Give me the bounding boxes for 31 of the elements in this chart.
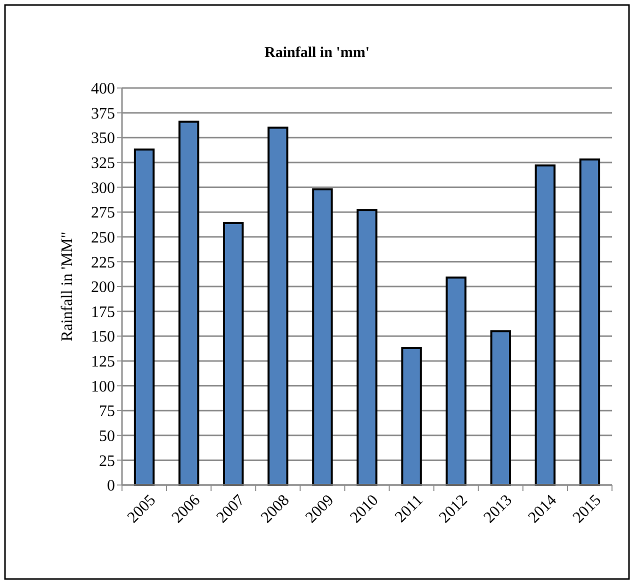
y-tick-label: 75 — [99, 403, 115, 420]
y-axis-title: Rainfall in 'MM" — [59, 232, 76, 342]
bar — [312, 188, 333, 486]
y-tick-label: 100 — [91, 378, 115, 396]
bar — [356, 209, 378, 486]
y-tick-label: 375 — [91, 105, 115, 122]
y-tick-label: 25 — [99, 452, 115, 470]
bar — [579, 158, 600, 486]
y-tick-label: 200 — [91, 279, 115, 296]
bar — [223, 222, 244, 486]
y-tick-label: 300 — [91, 180, 115, 197]
y-tick-label: 225 — [91, 254, 115, 272]
y-tick-label: 0 — [107, 478, 115, 495]
y-tick-label: 350 — [91, 130, 115, 148]
bar — [446, 276, 466, 486]
bar — [268, 126, 288, 486]
y-tick-label: 400 — [91, 80, 115, 98]
y-tick-label: 275 — [91, 204, 115, 222]
y-tick-label: 175 — [91, 304, 115, 321]
bar — [134, 148, 155, 486]
y-tick-label: 250 — [91, 229, 115, 246]
y-tick-label: 150 — [91, 328, 115, 346]
x-tick-label: 2011 — [392, 492, 426, 526]
bar — [401, 347, 422, 486]
bar — [490, 330, 511, 486]
y-tick-label: 125 — [91, 354, 115, 371]
bar — [534, 164, 556, 486]
y-tick-label: 325 — [91, 155, 115, 172]
y-tick-label: 50 — [99, 428, 115, 445]
bar — [178, 120, 200, 486]
chart-title: Rainfall in 'mm' — [264, 45, 370, 61]
